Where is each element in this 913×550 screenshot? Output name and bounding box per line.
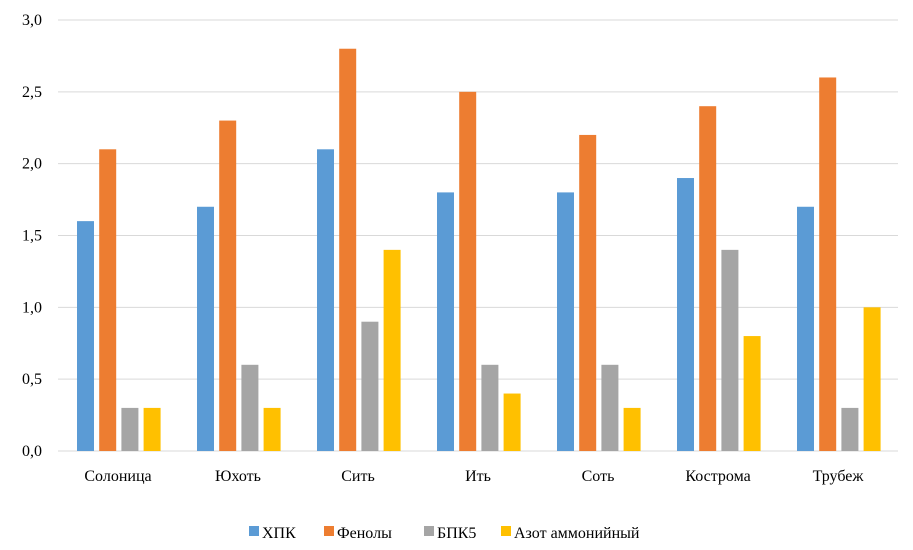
- x-tick-label: Солоница: [84, 468, 151, 485]
- bar-2-3: [481, 364, 499, 451]
- x-tick-label: Сить: [341, 468, 375, 485]
- y-tick-label: 2,5: [22, 84, 42, 101]
- bar-3-4: [623, 407, 641, 451]
- bar-0-1: [197, 206, 214, 451]
- bar-2-4: [601, 364, 619, 451]
- x-tick-label: Юхоть: [215, 468, 261, 485]
- bar-2-5: [721, 249, 739, 451]
- legend-swatch: [501, 526, 511, 536]
- bar-1-5: [699, 106, 717, 451]
- bar-2-2: [361, 321, 379, 451]
- bar-2-6: [841, 407, 859, 451]
- x-tick-label: Трубеж: [813, 468, 865, 485]
- bar-3-3: [503, 393, 521, 451]
- bar-2-1: [241, 364, 259, 451]
- bar-1-0: [99, 149, 117, 452]
- bar-0-2: [317, 149, 334, 452]
- legend-swatch: [249, 526, 259, 536]
- bar-2-0: [121, 407, 139, 451]
- bar-1-4: [579, 134, 597, 451]
- x-tick-label: Ить: [465, 468, 491, 485]
- bar-1-2: [339, 48, 357, 451]
- bar-1-1: [219, 120, 237, 452]
- y-tick-label: 2,0: [22, 156, 42, 173]
- y-tick-label: 1,0: [22, 299, 42, 316]
- legend-swatch: [424, 526, 434, 536]
- legend-label: БПК5: [437, 525, 476, 542]
- legend-label: Азот аммонийный: [514, 525, 640, 542]
- legend-label: ХПК: [262, 525, 296, 542]
- bar-1-3: [459, 91, 477, 451]
- x-tick-label: Соть: [582, 468, 615, 485]
- bar-0-6: [797, 206, 814, 451]
- bar-0-4: [557, 192, 574, 451]
- bar-1-6: [819, 77, 837, 451]
- bar-0-0: [77, 221, 94, 451]
- y-tick-label: 0,0: [22, 443, 42, 460]
- bar-3-1: [263, 407, 281, 451]
- bar-3-0: [143, 407, 161, 451]
- bar-3-2: [383, 249, 401, 451]
- bar-3-5: [743, 336, 761, 451]
- bar-0-3: [437, 192, 454, 451]
- bar-3-6: [863, 307, 881, 451]
- y-tick-label: 0,5: [22, 371, 42, 388]
- bar-0-5: [677, 178, 694, 452]
- x-tick-label: Кострома: [685, 468, 750, 485]
- legend-swatch: [324, 526, 334, 536]
- y-tick-label: 1,5: [22, 228, 42, 245]
- y-tick-label: 3,0: [22, 12, 42, 29]
- legend-label: Фенолы: [337, 525, 392, 542]
